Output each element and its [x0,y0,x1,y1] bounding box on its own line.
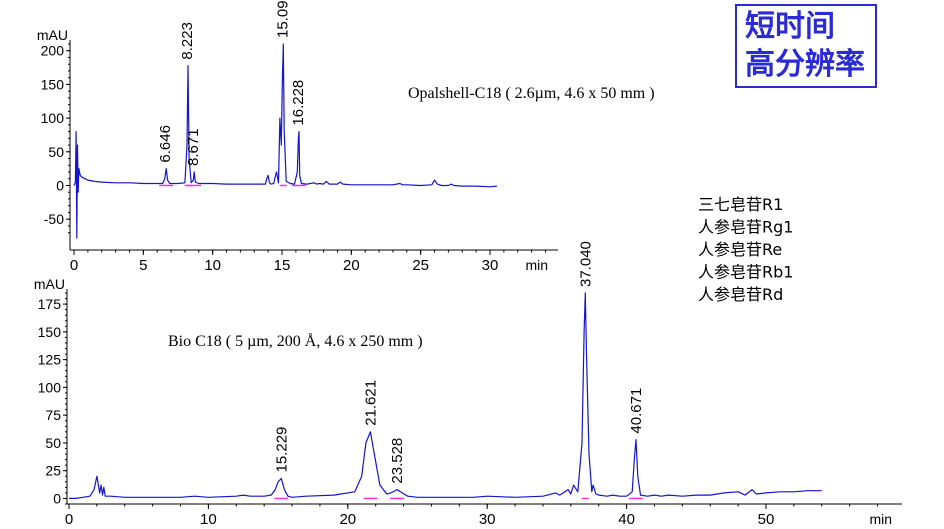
peak-label: 37.040 [577,241,594,287]
y-tick-label: 25 [45,463,61,479]
y-tick-label: 175 [38,296,62,312]
peak-label: 40.671 [628,388,645,434]
y-tick-label: 0 [56,177,64,193]
y-tick-label: -50 [44,211,64,227]
peak-label: 21.621 [362,380,379,426]
chart-opalshell: -50 0 50 100 150 200 0 5 10 15 20 25 30 mAU min Opalshe… [37,0,655,274]
chart-title: Opalshell-C18 ( 2.6µm, 4.6 x 50 mm ) [408,85,655,102]
title-badge: 短时间 高分辨率 [735,4,877,88]
y-tick-label: 50 [48,144,64,160]
badge-line-1: 短时间 [745,9,835,44]
compound-legend: 三七皂苷R1 人参皂苷Rg1 人参皂苷Re 人参皂苷Rb1 人参皂苷Rd [698,195,793,304]
y-tick-label: 100 [38,379,62,395]
x-tick-label: 20 [339,511,356,528]
peak-label: 6.646 [157,125,174,163]
x-tick-label: 25 [412,257,429,274]
legend-item: 人参皂苷Rg1 [698,218,793,237]
chart-title: Bio C18 ( 5 µm, 200 Å, 4.6 x 250 mm ) [168,332,423,350]
peak-label: 15.229 [273,427,290,473]
peak-label: 8.671 [185,128,202,166]
x-tick-label: 40 [618,511,635,528]
x-tick-label: 0 [65,511,73,528]
legend-item: 人参皂苷Rb1 [698,263,793,282]
x-tick-label: 50 [758,511,775,528]
y-tick-label: 150 [41,76,65,92]
peak-label: 15.092 [274,0,291,38]
y-tick-label: 125 [38,352,62,368]
y-tick-label: 200 [41,43,65,59]
x-tick-label: 10 [204,257,221,274]
y-tick-label: 0 [53,490,61,506]
x-tick-label: 5 [139,257,147,274]
y-tick-label: 75 [45,407,61,423]
x-tick-label: 20 [343,257,360,274]
peak-label: 23.528 [389,438,406,484]
y-axis-label: mAU [37,27,68,43]
x-tick-label: 30 [479,511,496,528]
x-tick-label: 30 [482,257,499,274]
chromatogram-trace [69,292,822,499]
y-axis-label: mAU [34,276,65,292]
peak-label: 16.228 [290,80,307,126]
legend-item: 三七皂苷R1 [698,195,783,214]
x-tick-label: 0 [70,257,78,274]
x-axis-label: min [525,257,548,273]
legend-item: 人参皂苷Rd [698,285,783,304]
peak-label: 8.223 [179,22,196,60]
badge-line-2: 高分辨率 [745,47,865,82]
y-tick-label: 150 [38,324,62,340]
x-axis-label: min [869,511,892,527]
x-tick-label: 15 [274,257,291,274]
y-tick-label: 100 [41,110,65,126]
legend-item: 人参皂苷Re [698,240,782,259]
y-tick-label: 50 [45,435,61,451]
x-tick-label: 10 [200,511,217,528]
chromatogram-trace [73,43,497,239]
